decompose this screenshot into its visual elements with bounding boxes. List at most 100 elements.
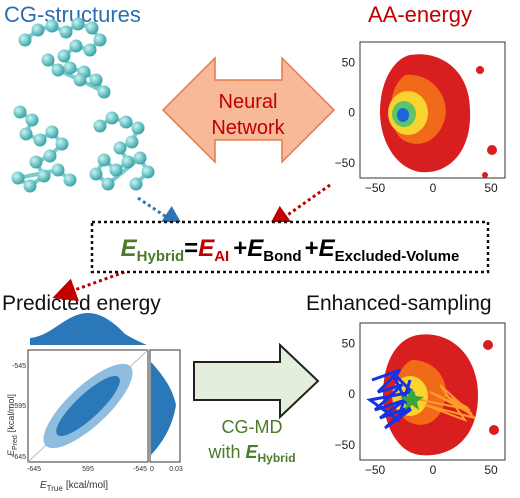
bead (37, 169, 51, 183)
trajectory (411, 384, 476, 423)
bead (23, 179, 37, 193)
bead (125, 135, 139, 149)
bead (57, 49, 71, 63)
md-label: CG-MD (222, 417, 283, 437)
bead (45, 125, 59, 139)
x-tick-label: −50 (365, 463, 386, 477)
histogram (151, 362, 176, 455)
tick: -645 (27, 466, 41, 473)
bead (113, 141, 127, 155)
eq-e: E (121, 235, 138, 262)
bead (89, 73, 103, 87)
x-tick-label: 50 (484, 463, 498, 477)
y-tick-label: 0 (348, 106, 355, 120)
y-label: EPred [kcal/mol] (6, 394, 19, 456)
bead (97, 85, 111, 99)
bead (133, 151, 147, 165)
x-tick-label: −50 (365, 181, 386, 195)
y-tick-label: −50 (335, 438, 356, 452)
eq-sign: + (305, 235, 319, 262)
eq-e: E (319, 235, 336, 262)
bead (19, 127, 33, 141)
x-tick-label: 50 (484, 181, 498, 195)
bead (101, 177, 115, 191)
y-tick-label: 50 (342, 55, 356, 69)
x-label: ETrue [kcal/mol] (40, 480, 108, 493)
eq-sub: Excluded-Volume (335, 248, 460, 265)
es-plot (359, 322, 506, 461)
tick: -645 (12, 454, 26, 461)
bead (131, 121, 145, 135)
double-arrow (161, 56, 336, 164)
bead (13, 105, 27, 119)
md-sub: Hybrid (258, 451, 296, 465)
equation: EHybrid=EAI +EBond +EExcluded-Volume (121, 235, 460, 265)
bead (89, 167, 103, 181)
y-label-sub: Pred (12, 435, 19, 450)
bead (71, 17, 85, 31)
eq-e: E (198, 235, 215, 262)
tick: -595 (12, 403, 26, 410)
bead (29, 155, 43, 169)
eq-e: E (247, 235, 264, 262)
cg-molecules (11, 17, 155, 193)
pred-plot: -545 -595 -645 -645 595 -545 0 0.03 EPre… (6, 312, 183, 493)
axis-ticks: −50 0 50 50 0 −50 −50 0 50 50 0 −50 (335, 55, 498, 477)
y-tick-label: −50 (335, 156, 356, 170)
eq-sign: + (233, 235, 247, 262)
histogram (30, 312, 147, 345)
x-label-unit: [kcal/mol] (66, 480, 108, 491)
bead (33, 133, 47, 147)
aa-title: AA-energy (368, 2, 472, 27)
bead (11, 171, 25, 185)
bead (63, 61, 77, 75)
md-arrow (193, 342, 320, 420)
eq-sub: Bond (263, 248, 301, 265)
bead (109, 163, 123, 177)
bead (18, 33, 32, 47)
bead (55, 137, 69, 151)
bead (93, 119, 107, 133)
bead (41, 53, 55, 67)
bead (73, 73, 87, 87)
bead (31, 23, 45, 37)
heat (476, 66, 484, 74)
bead (105, 111, 119, 125)
pred-title: Predicted energy (2, 292, 161, 315)
y-label-e: E (6, 449, 16, 456)
arrow (267, 183, 331, 230)
x-tick-label: 0 (430, 181, 437, 195)
scatter (56, 376, 120, 436)
trajectory (366, 368, 416, 430)
x-label-e: E (40, 480, 47, 491)
es-title: Enhanced-sampling (306, 292, 492, 315)
y-tick-label: 50 (342, 337, 356, 351)
y-tick-label: 0 (348, 387, 355, 401)
nn-label: Network (211, 117, 285, 139)
nn-label: Neural (219, 91, 278, 113)
bead (97, 153, 111, 167)
bead (45, 19, 59, 33)
bead (51, 63, 65, 77)
bead (141, 165, 155, 179)
bead (43, 149, 57, 163)
heat (482, 172, 488, 178)
heat (489, 425, 499, 435)
bead (63, 173, 77, 187)
x-label-sub: True (47, 484, 64, 493)
tick: 595 (82, 466, 94, 473)
tick: 0.03 (169, 466, 183, 473)
eq-sign: = (184, 235, 198, 262)
md-label: with EHybrid (207, 442, 295, 465)
heat (397, 108, 409, 122)
md-e: E (246, 442, 259, 462)
bead (93, 33, 107, 47)
aa-plot (359, 41, 506, 179)
tick: -545 (12, 363, 26, 370)
eq-sub: AI (214, 248, 229, 265)
bead (51, 163, 65, 177)
bead (119, 115, 133, 129)
bead (121, 155, 135, 169)
star (400, 388, 424, 410)
